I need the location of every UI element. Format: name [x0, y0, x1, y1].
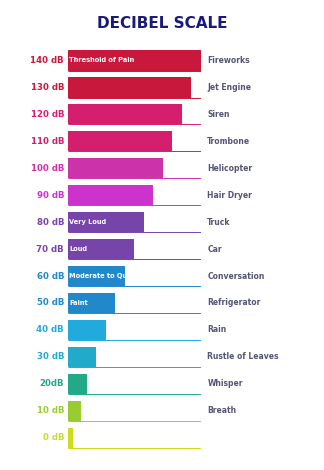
Bar [68, 185, 154, 205]
Text: 0 dB: 0 dB [42, 433, 64, 442]
Bar [68, 293, 115, 313]
Text: Whisper: Whisper [207, 379, 243, 388]
Text: Helicopter: Helicopter [207, 164, 252, 173]
Text: DECIBEL SCALE: DECIBEL SCALE [97, 16, 227, 31]
Text: Conversation: Conversation [207, 272, 265, 281]
Bar [68, 104, 182, 125]
Bar [68, 239, 134, 259]
Text: Rain: Rain [207, 325, 226, 335]
Text: Siren: Siren [207, 110, 230, 119]
Text: 30 dB: 30 dB [37, 352, 64, 361]
Text: 80 dB: 80 dB [37, 218, 64, 227]
Text: Hair Dryer: Hair Dryer [207, 191, 252, 200]
Text: 120 dB: 120 dB [30, 110, 64, 119]
Bar [68, 50, 201, 70]
Text: 20dB: 20dB [40, 379, 64, 388]
Text: 140 dB: 140 dB [30, 56, 64, 65]
Text: 50 dB: 50 dB [37, 298, 64, 307]
Text: 70 dB: 70 dB [36, 244, 64, 254]
Text: Loud: Loud [69, 246, 87, 252]
Text: Fireworks: Fireworks [207, 56, 250, 65]
Text: Faint: Faint [69, 300, 88, 306]
Bar [68, 374, 87, 394]
Text: 130 dB: 130 dB [30, 83, 64, 92]
Text: Threshold of Pain: Threshold of Pain [69, 57, 134, 63]
Bar [68, 158, 163, 179]
Text: Rustle of Leaves: Rustle of Leaves [207, 352, 279, 361]
Text: 90 dB: 90 dB [37, 191, 64, 200]
Text: Car: Car [207, 244, 222, 254]
Bar [68, 320, 106, 340]
Text: Breath: Breath [207, 406, 237, 415]
Text: Moderate to Quiet: Moderate to Quiet [69, 273, 137, 279]
Text: Jet Engine: Jet Engine [207, 83, 251, 92]
Text: 10 dB: 10 dB [37, 406, 64, 415]
Text: 60 dB: 60 dB [37, 272, 64, 281]
Bar [68, 131, 172, 151]
Text: Refrigerator: Refrigerator [207, 298, 261, 307]
Text: Truck: Truck [207, 218, 231, 227]
Bar [68, 78, 191, 98]
Bar [68, 212, 144, 232]
Text: Trombone: Trombone [207, 137, 250, 146]
Bar [68, 266, 125, 286]
Text: 100 dB: 100 dB [31, 164, 64, 173]
Bar [68, 347, 97, 367]
Bar [68, 400, 81, 421]
Text: 110 dB: 110 dB [30, 137, 64, 146]
Text: 40 dB: 40 dB [36, 325, 64, 335]
Bar [68, 428, 73, 448]
Text: Very Loud: Very Loud [69, 219, 107, 225]
